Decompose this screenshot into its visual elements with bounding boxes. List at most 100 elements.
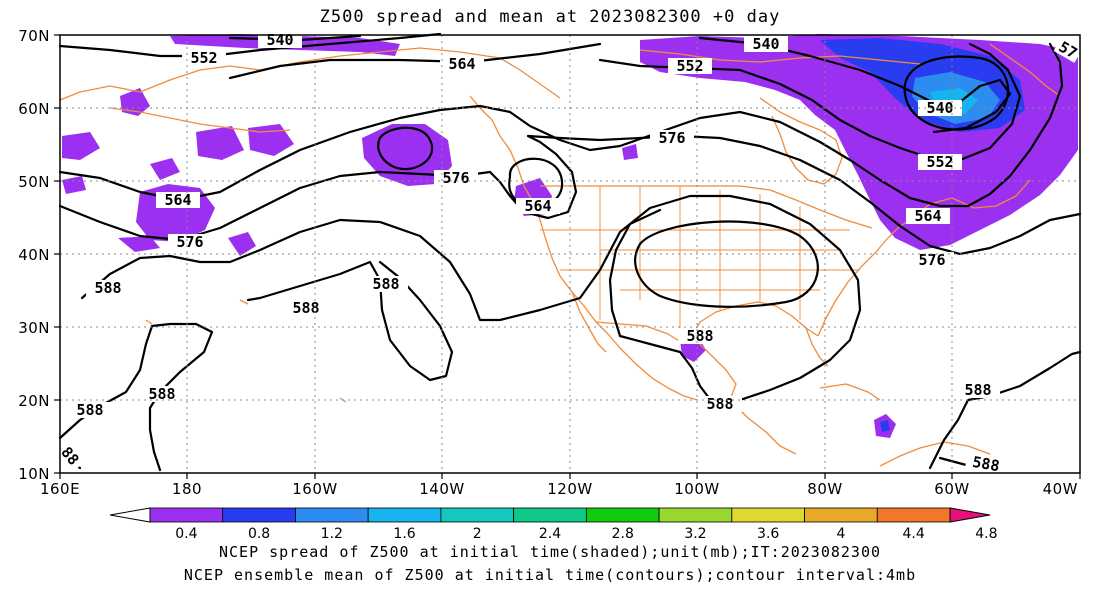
contour-552-east: [598, 42, 1022, 162]
contour-label: 576: [650, 129, 694, 147]
axis-ticks: [54, 34, 1081, 479]
colorbar-tick-label: 2: [473, 526, 482, 542]
svg-text:564: 564: [914, 207, 941, 225]
colorbar-tick-label: 2.8: [612, 526, 634, 542]
contour-588-south-pacific: [80, 194, 862, 404]
lon-label: 80W: [807, 480, 842, 498]
coast-gulf: [691, 301, 819, 337]
contour-label: 588: [964, 452, 1008, 476]
svg-text:564: 564: [524, 197, 551, 215]
coast-hudson: [759, 97, 843, 185]
lat-label: 10N: [18, 465, 50, 483]
svg-text:588: 588: [94, 279, 121, 297]
colorbar-swatch: [222, 507, 296, 523]
colorbar-low-arrow: [109, 507, 151, 523]
contours: [58, 32, 1082, 472]
contour-label: 564: [440, 55, 484, 73]
lat-label: 50N: [18, 173, 50, 191]
border-us-canada: [540, 185, 873, 229]
spread-blob-caribbean-core: [880, 420, 890, 432]
contour-588-inner: [634, 220, 819, 308]
contour-576-ring-goa: [377, 126, 434, 171]
footer-line-1: NCEP spread of Z500 at initial time(shad…: [219, 543, 881, 561]
contour-label: 564: [906, 207, 950, 225]
svg-text:576: 576: [658, 129, 685, 147]
spread-blob-w7: [248, 124, 294, 156]
chart-title: Z500 spread and mean at 2023082300 +0 da…: [320, 7, 781, 27]
spread-blob-pnw2: [622, 144, 638, 160]
lat-label: 20N: [18, 392, 50, 410]
contour-label: 588: [140, 385, 184, 403]
lat-label: 40N: [18, 246, 50, 264]
colorbar-tick-label: 1.2: [321, 526, 343, 542]
svg-text:552: 552: [676, 57, 703, 75]
svg-text:588: 588: [372, 275, 399, 293]
footer-line-2: NCEP ensemble mean of Z500 at initial ti…: [184, 566, 916, 584]
contour-label: 540: [744, 35, 788, 53]
svg-text:588: 588: [971, 453, 1001, 475]
colorbar-swatch: [367, 507, 442, 523]
svg-text:564: 564: [164, 191, 191, 209]
contour-label: 588: [364, 275, 408, 293]
spread-blob-w8: [150, 158, 180, 180]
colorbar-swatch: [731, 507, 805, 523]
contour-588-island: [246, 260, 454, 382]
contour-label: 564: [156, 191, 200, 209]
lon-label: 160E: [40, 480, 80, 498]
contour-552-north: [58, 32, 442, 58]
contour-label: 576: [168, 233, 212, 251]
lon-label: 120W: [547, 480, 592, 498]
contour-label: 576: [434, 169, 478, 187]
contour-588-sw: [58, 322, 214, 472]
south-america: [879, 441, 991, 467]
svg-text:588: 588: [706, 395, 733, 413]
colorbar-swatch: [149, 507, 224, 523]
colorbar-tick-label: 3.2: [684, 526, 706, 542]
coast-greenland: [989, 43, 1061, 97]
lon-label: 60W: [934, 480, 969, 498]
border-us-mexico: [595, 321, 685, 345]
spread-blob-w5: [228, 232, 256, 256]
lat-label: 30N: [18, 319, 50, 337]
contour-576-main: [488, 134, 1082, 256]
svg-text:576: 576: [918, 251, 945, 269]
colorbar-swatch: [876, 507, 951, 523]
colorbar-swatch: [585, 507, 660, 523]
colorbar-tick-label: 0.4: [175, 526, 197, 542]
colorbar: 0.4 0.8 1.2 1.6 2 2.4 2.8 3.2 3.6 4 4.4 4.8: [109, 507, 997, 542]
coast-baja: [571, 291, 607, 353]
spread-blob-w1: [62, 132, 100, 160]
colorbar-tick-label: 4.4: [903, 526, 925, 542]
latitude-labels: 70N 60N 50N 40N 30N 20N 10N: [18, 27, 50, 483]
spread-blob-w6: [196, 126, 244, 160]
contour-label: 588: [86, 279, 130, 297]
svg-text:576: 576: [442, 169, 469, 187]
contour-label: 588: [956, 381, 1000, 399]
grid-lines: [60, 35, 1080, 473]
contour-label: 564: [516, 197, 560, 215]
colorbar-tick-label: 4: [836, 526, 845, 542]
contour-576-west: [58, 170, 492, 242]
contour-label: 540: [918, 99, 962, 117]
contour-label: 552: [668, 57, 712, 75]
contour-540-ring: [903, 55, 1010, 131]
contour-564-north: [228, 42, 602, 80]
lon-label: 140W: [419, 480, 464, 498]
coast-alaska: [59, 47, 561, 101]
colorbar-swatch: [513, 507, 587, 523]
contour-label: 588: [68, 401, 112, 419]
lon-label: 40W: [1043, 480, 1078, 498]
svg-text:540: 540: [266, 31, 293, 49]
svg-text:588: 588: [148, 385, 175, 403]
colorbar-tick-label: 1.6: [393, 526, 415, 542]
colorbar-swatch: [804, 507, 878, 523]
colorbar-swatch: [658, 507, 733, 523]
contour-label: 588: [698, 395, 742, 413]
svg-text:552: 552: [190, 49, 217, 67]
longitude-labels: 160E 180 160W 140W 120W 100W 80W 60W 40W: [40, 480, 1078, 498]
coast-aleutians: [109, 107, 291, 133]
svg-text:588: 588: [964, 381, 991, 399]
contour-label: 552: [918, 153, 962, 171]
svg-text:540: 540: [926, 99, 953, 117]
